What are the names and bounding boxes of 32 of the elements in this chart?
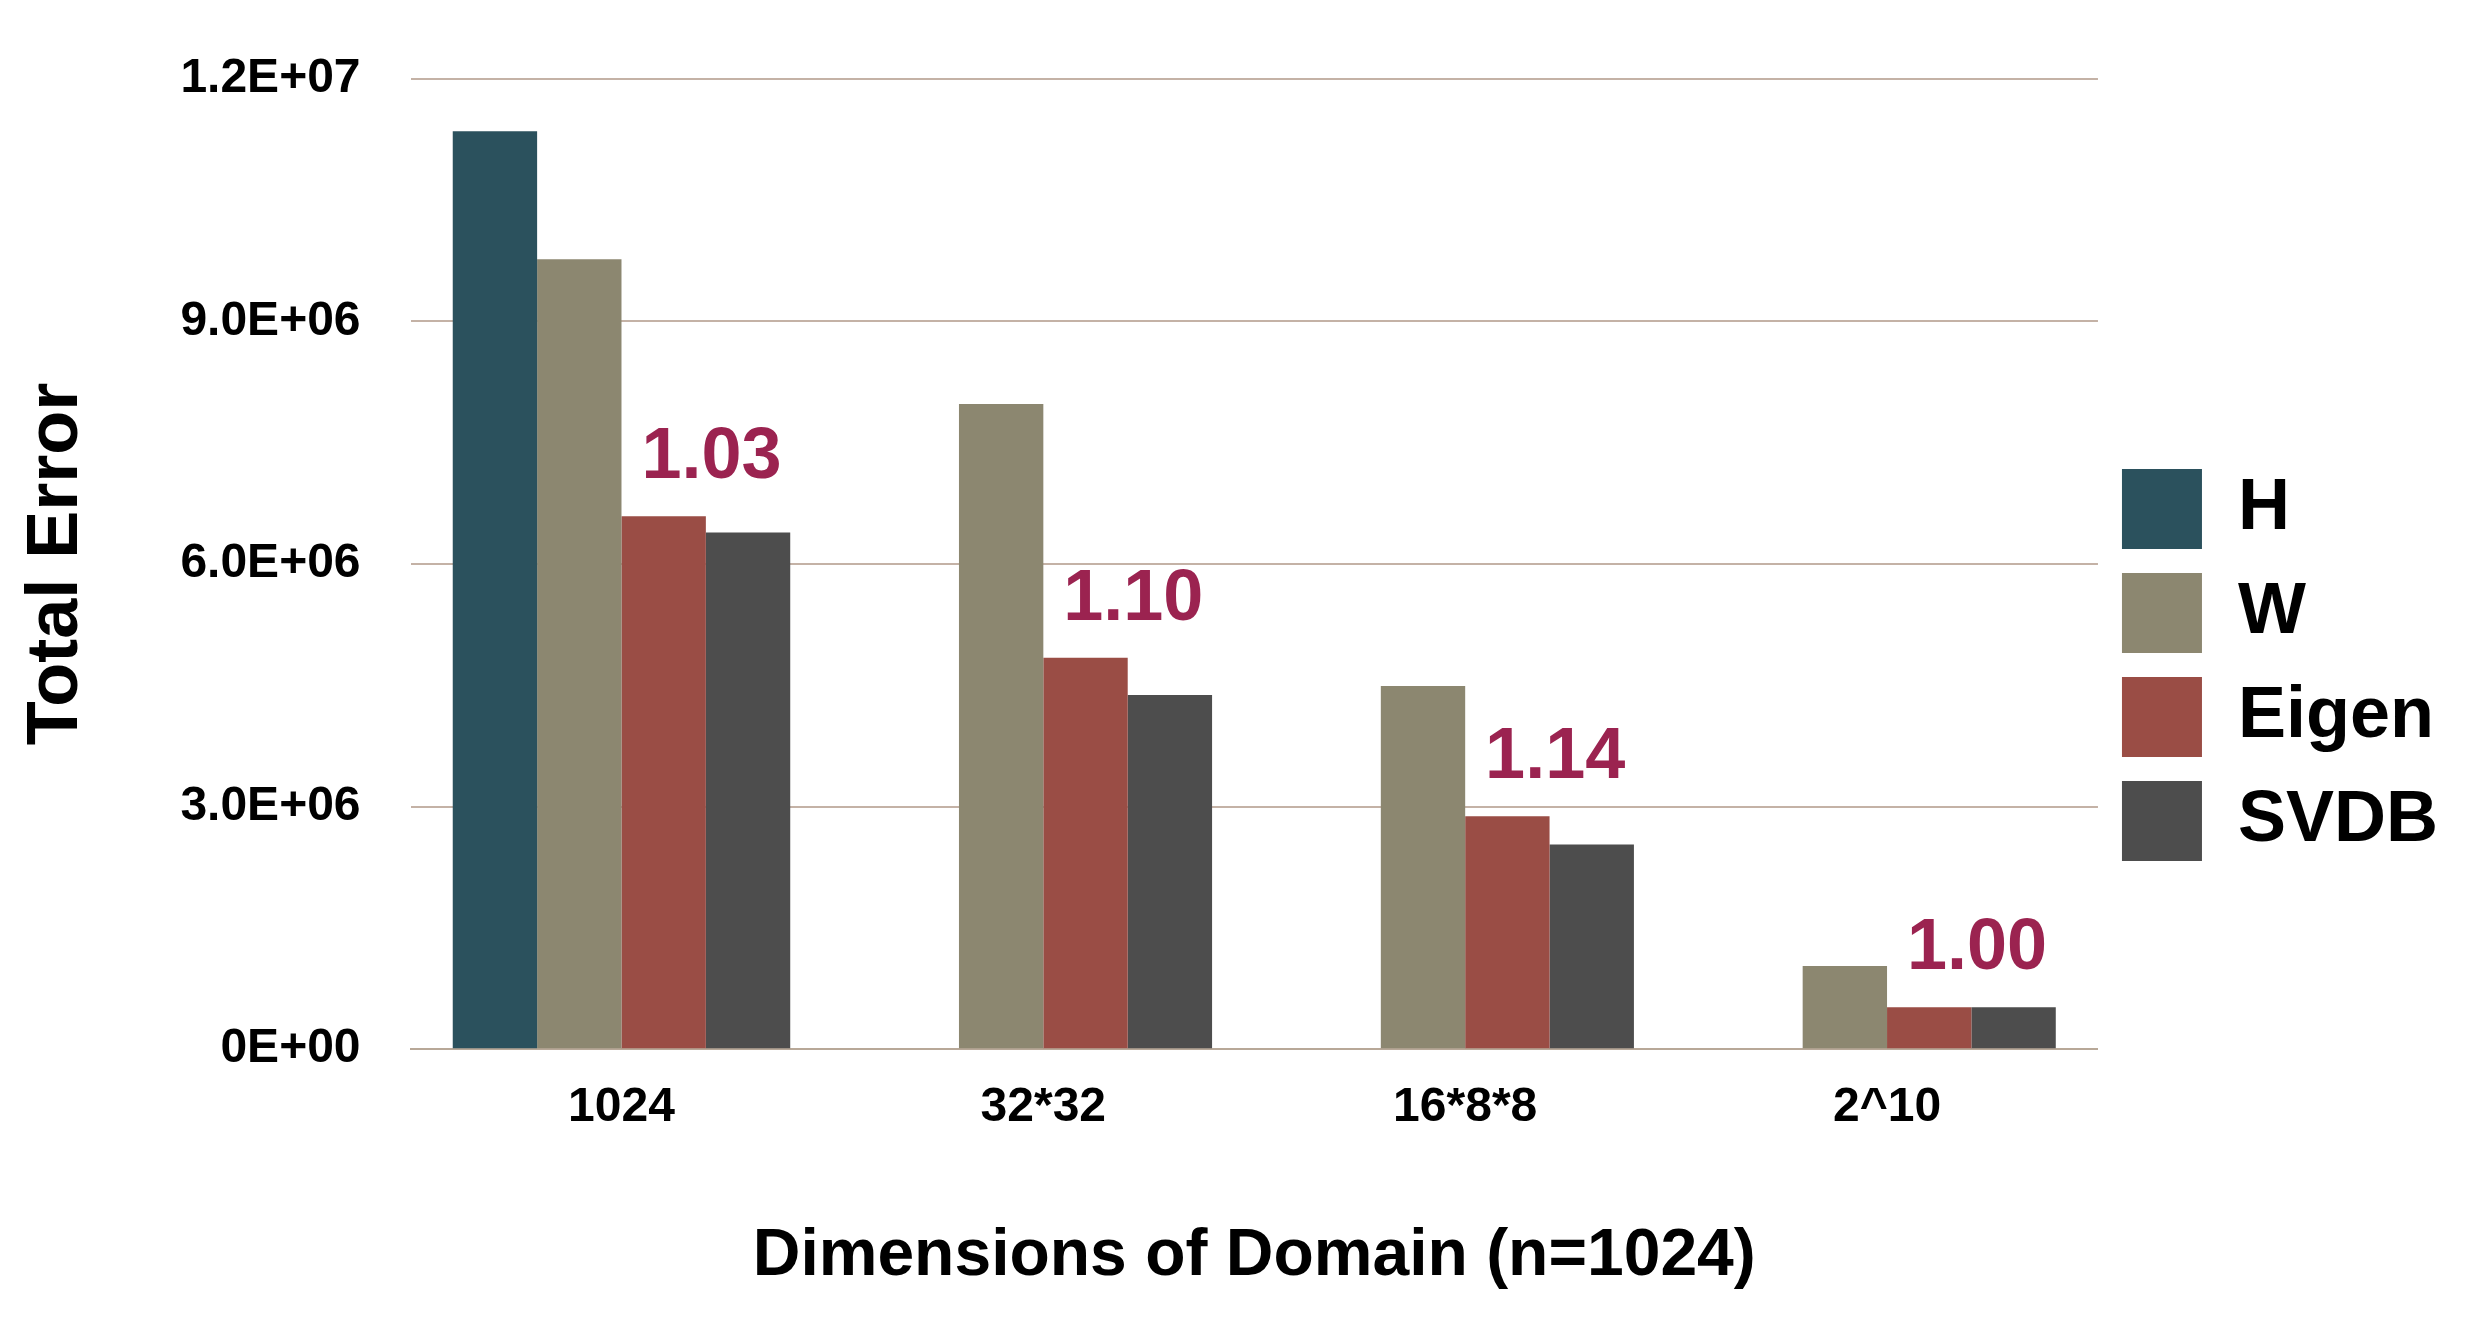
- bar: [537, 259, 622, 1049]
- bar: [1127, 695, 1213, 1049]
- x-tick-label: 16*8*8: [1393, 1078, 1538, 1132]
- bar: [1043, 657, 1128, 1049]
- legend-label: W: [2237, 567, 2306, 648]
- bar: [621, 516, 706, 1049]
- bar: [1549, 844, 1634, 1049]
- y-tick-label: 3.0E+06: [180, 776, 361, 830]
- bar: [705, 532, 791, 1049]
- x-tick-label: 32*32: [980, 1078, 1107, 1132]
- legend-label: SVDB: [2237, 775, 2439, 856]
- bar: [452, 131, 538, 1049]
- annotation: 1.10: [1063, 554, 1204, 635]
- legend-label: Eigen: [2237, 671, 2434, 752]
- x-axis-title: Dimensions of Domain (n=1024): [752, 1214, 1756, 1289]
- annotation: 1.03: [641, 413, 782, 494]
- bar: [1887, 1007, 1972, 1049]
- bar: [958, 403, 1044, 1049]
- x-tick-label: 2^10: [1832, 1078, 1942, 1132]
- y-tick-label: 9.0E+06: [180, 291, 361, 345]
- bar: [1802, 965, 1888, 1049]
- bar: [1465, 816, 1550, 1049]
- annotation: 1.14: [1485, 713, 1626, 794]
- legend-label: H: [2237, 463, 2290, 544]
- bar: [1971, 1007, 2056, 1049]
- annotation: 1.00: [1906, 904, 2048, 985]
- x-tick-label: 1024: [568, 1078, 676, 1132]
- y-axis-title: Total Error: [12, 382, 93, 746]
- y-tick-label: 6.0E+06: [180, 534, 361, 588]
- y-tick-label: 0E+00: [220, 1019, 361, 1073]
- y-tick-label: 1.2E+07: [180, 49, 361, 103]
- bar: [1380, 686, 1466, 1049]
